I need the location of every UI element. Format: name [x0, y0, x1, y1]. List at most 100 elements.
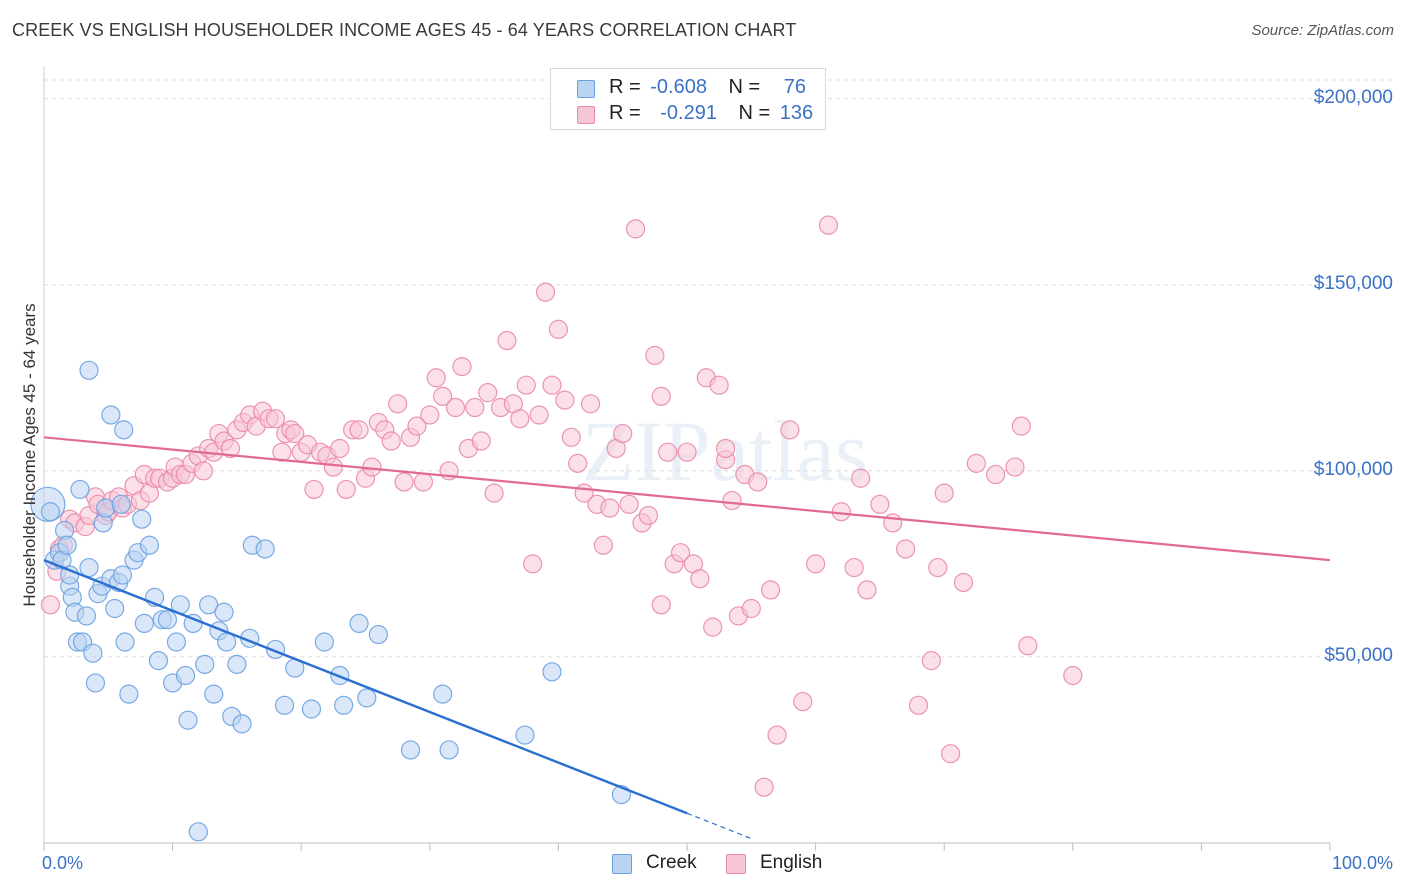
- creek-point: [515, 725, 535, 745]
- english-point: [336, 479, 356, 500]
- creek-point: [85, 673, 106, 693]
- creek-point: [111, 494, 131, 514]
- creek-point: [148, 651, 169, 671]
- n-label: N =: [728, 76, 761, 98]
- english-point: [523, 554, 543, 574]
- english-point: [677, 442, 697, 462]
- creek-point: [79, 557, 99, 578]
- english-point: [478, 383, 498, 403]
- creek-point: [132, 509, 152, 529]
- english-point: [529, 405, 549, 425]
- creek-point: [204, 684, 224, 704]
- creek-point: [70, 479, 90, 500]
- creek-point: [357, 688, 377, 708]
- creek-point: [255, 539, 275, 559]
- creek-trend-extension: [686, 812, 752, 840]
- english-points: [40, 215, 1083, 797]
- n-label: N =: [738, 102, 771, 124]
- english-point: [619, 494, 639, 514]
- creek-point: [232, 714, 252, 734]
- english-point: [966, 453, 986, 473]
- english-point: [645, 345, 665, 366]
- english-point: [767, 725, 787, 745]
- y-tick-label: $200,000: [1313, 86, 1393, 108]
- english-point: [580, 394, 601, 414]
- english-point: [471, 431, 491, 451]
- english-point: [272, 442, 292, 462]
- creek-point: [368, 624, 388, 645]
- english-point: [304, 479, 324, 500]
- english-point: [548, 319, 569, 339]
- english-point: [818, 215, 839, 235]
- creek-point: [134, 613, 154, 634]
- creek-swatch: [577, 80, 595, 98]
- creek-points: [30, 360, 632, 842]
- creek-point: [433, 684, 453, 704]
- creek-trend-line: [43, 559, 688, 815]
- english-point: [40, 595, 61, 615]
- creek-point: [314, 632, 334, 652]
- english-point: [703, 617, 723, 637]
- english-point: [941, 744, 961, 764]
- x-tick-min: 0.0%: [42, 853, 84, 873]
- english-point: [568, 453, 588, 473]
- creek-point: [542, 662, 562, 682]
- r-value: -0.291: [660, 102, 717, 124]
- creek-point: [166, 632, 187, 652]
- english-point: [1018, 636, 1038, 656]
- english-point: [690, 569, 710, 589]
- english-point: [265, 409, 286, 429]
- english-point: [670, 543, 691, 563]
- creek-point: [334, 695, 354, 715]
- english-point: [908, 695, 929, 715]
- english-point: [625, 219, 646, 239]
- english-point: [349, 420, 369, 440]
- english-point: [921, 651, 941, 671]
- english-point: [658, 442, 678, 462]
- english-point: [651, 386, 671, 406]
- creek-point: [112, 565, 133, 585]
- creek-point: [188, 822, 208, 842]
- english-point: [709, 375, 729, 395]
- english-point: [465, 397, 485, 418]
- english-point: [484, 483, 504, 503]
- y-axis-label: Householder Income Ages 45 - 64 years: [20, 303, 39, 607]
- english-point: [928, 557, 948, 578]
- english-point: [330, 438, 350, 459]
- english-point: [555, 390, 575, 410]
- creek-point: [439, 740, 459, 760]
- creek-swatch: [612, 854, 632, 874]
- english-point: [986, 464, 1006, 485]
- x-axis: [43, 66, 1331, 851]
- creek-point: [57, 535, 77, 555]
- creek-point: [79, 360, 99, 380]
- grid: [44, 79, 1395, 658]
- creek-point: [114, 420, 134, 440]
- creek-point: [101, 405, 121, 425]
- english-point: [754, 777, 774, 797]
- english-point: [1063, 665, 1083, 686]
- n-value: 136: [779, 102, 814, 124]
- english-point: [394, 472, 414, 492]
- english-point: [452, 356, 472, 377]
- english-point: [953, 572, 974, 593]
- english-point: [870, 494, 890, 514]
- english-point: [651, 595, 671, 615]
- english-point: [388, 394, 408, 414]
- english-point: [542, 375, 562, 395]
- creek-point: [178, 710, 198, 730]
- english-point: [722, 490, 742, 511]
- english-point: [510, 409, 530, 429]
- creek-point: [119, 684, 139, 704]
- english-point: [793, 691, 813, 712]
- r-value: -0.608: [650, 76, 707, 98]
- creek-point: [139, 535, 160, 555]
- english-point: [857, 580, 877, 600]
- english-point: [193, 461, 214, 481]
- creek-point: [157, 610, 178, 630]
- english-point: [831, 502, 851, 522]
- english-point: [420, 405, 440, 425]
- creek-point: [115, 632, 135, 652]
- creek-point: [214, 602, 234, 622]
- trend-lines: [43, 436, 1331, 840]
